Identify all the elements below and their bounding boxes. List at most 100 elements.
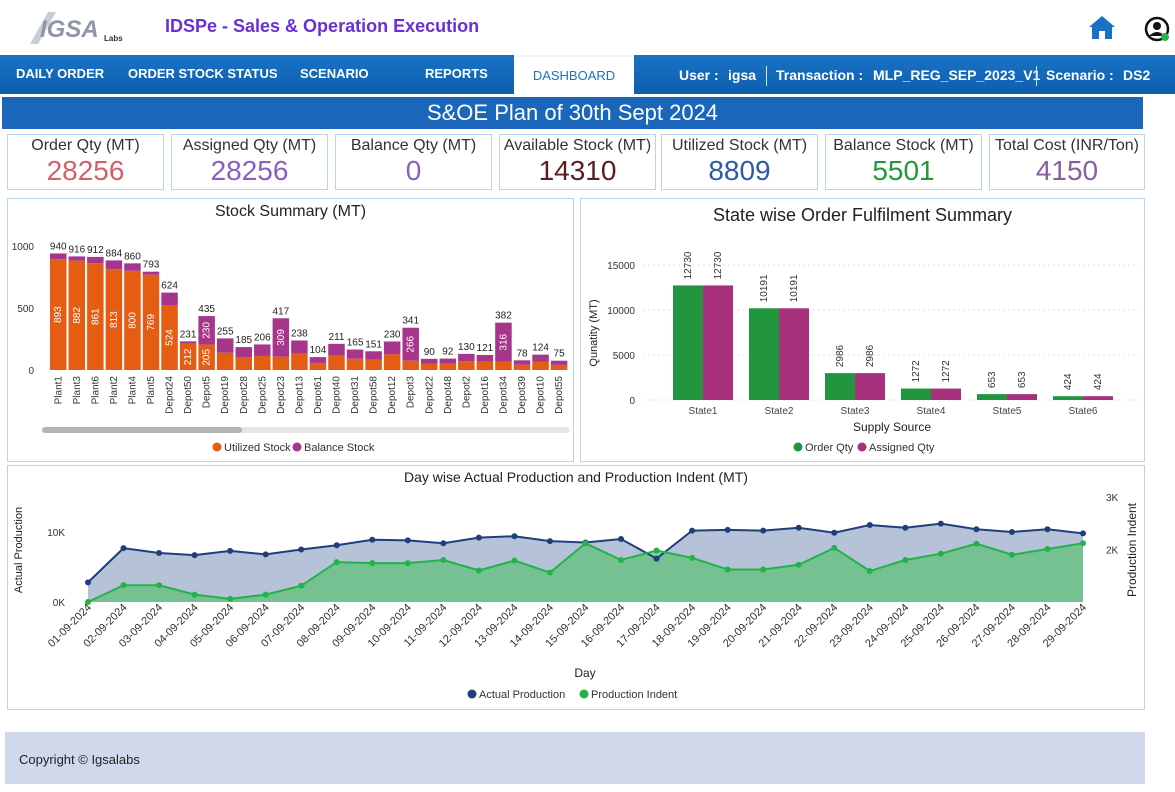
bar-total-label: 104: [310, 345, 327, 356]
actual-production-point: [191, 552, 198, 559]
actual-production-point: [1008, 529, 1015, 535]
bar-balance-plant5: [142, 271, 160, 275]
nav-daily-order[interactable]: DAILY ORDER: [16, 66, 105, 81]
bar-balance-depot39: [513, 360, 531, 365]
bar-value-label: 2986: [865, 344, 876, 367]
x-category-label: Depot23: [276, 376, 287, 414]
nav-order-stock-status[interactable]: ORDER STOCK STATUS: [128, 66, 278, 81]
bar-utilized-label: 882: [72, 307, 83, 324]
legend-order-label: Order Qty: [805, 442, 854, 454]
production-indent-point: [937, 550, 944, 557]
bar-value-label: 1272: [911, 360, 922, 383]
x-category-label: Depot50: [183, 376, 194, 414]
bar-total-label: 206: [254, 332, 271, 343]
kpi-value: 0: [405, 155, 422, 186]
y-tick-label: 10000: [607, 306, 635, 317]
page-footer: Copyright © Igsalabs: [5, 732, 1145, 784]
production-indent-point: [227, 595, 234, 602]
bar-utilized-label: 861: [90, 308, 101, 325]
bar-order-state5: [977, 394, 1007, 400]
actual-production-point: [404, 537, 411, 544]
bar-total-label: 624: [161, 281, 178, 292]
kpi-value: 8809: [708, 155, 771, 186]
bar-utilized-label: 769: [146, 314, 157, 331]
nav-divider: [766, 66, 767, 86]
production-indent-point: [511, 557, 518, 564]
bar-balance-depot40: [328, 343, 345, 356]
production-indent-point: [582, 540, 589, 547]
bar-total-label: 382: [495, 311, 512, 322]
bar-balance-depot2: [458, 353, 475, 362]
bar-value-label: 424: [1093, 373, 1104, 390]
bar-total-label: 884: [106, 248, 123, 259]
app-header: IGSA Labs IDSPe - Sales & Operation Exec…: [0, 0, 1175, 55]
bar-utilized-depot31: [346, 358, 364, 370]
bar-total-label: 860: [124, 251, 141, 262]
legend-marker-utilized: [212, 442, 222, 452]
bar-balance-plant2: [105, 260, 123, 270]
actual-production-point: [866, 522, 873, 528]
y2-tick-label: 2K: [1106, 546, 1119, 557]
production-title: Day wise Actual Production and Productio…: [404, 469, 748, 485]
kpi-value: 14310: [538, 155, 617, 186]
production-indent-point: [831, 544, 838, 551]
kpi-label: Balance Stock (MT): [833, 137, 974, 154]
x-axis-title: Supply Source: [853, 420, 931, 434]
actual-production-point: [831, 529, 838, 536]
production-indent-point: [689, 554, 696, 561]
bar-utilized-depot40: [328, 355, 345, 370]
kpi-label: Available Stock (MT): [503, 137, 652, 154]
x-category-label: Depot58: [369, 376, 380, 414]
state-fulfilment-panel: State wise Order Fulfilment Summary 0 500…: [580, 198, 1145, 462]
bar-balance-depot23: [272, 318, 290, 357]
bar-total-label: 341: [402, 316, 419, 327]
transaction-value: MLP_REG_SEP_2023_V1: [873, 67, 1041, 83]
production-indent-point: [156, 582, 163, 589]
production-indent-point: [795, 561, 802, 568]
bar-total-label: 151: [365, 339, 382, 350]
bar-utilized-depot5: [198, 344, 215, 370]
user-profile-icon[interactable]: [1143, 15, 1171, 43]
bar-balance-depot22: [421, 358, 438, 364]
x-category-label: Depot13: [294, 376, 305, 414]
nav-dashboard[interactable]: DASHBOARD: [514, 55, 634, 94]
kpi-balance-stock: Balance Stock (MT) 5501: [825, 134, 982, 190]
y2-tick-label: 3K: [1106, 493, 1119, 504]
igsa-labs-logo[interactable]: IGSA Labs: [26, 10, 128, 46]
actual-production-point: [369, 536, 376, 543]
horizontal-scrollbar-thumb[interactable]: [42, 427, 242, 433]
bar-value-label: 10191: [789, 274, 800, 302]
bar-utilized-label: 212: [183, 348, 194, 365]
x-category-label: Depot16: [480, 376, 491, 414]
nav-reports[interactable]: REPORTS: [425, 66, 488, 81]
logo-text: IGSA: [40, 16, 99, 43]
bar-balance-depot28: [235, 347, 252, 358]
nav-scenario[interactable]: SCENARIO: [300, 66, 369, 81]
bar-utilized-plant6: [87, 263, 104, 370]
actual-production-point: [689, 527, 696, 534]
bar-value-label: 10191: [759, 274, 770, 302]
x-category-label: Depot31: [350, 376, 361, 414]
production-indent-point: [440, 557, 447, 563]
kpi-label: Utilized Stock (MT): [671, 137, 808, 154]
transaction-label: Transaction :: [776, 67, 864, 83]
state-fulfilment-title: State wise Order Fulfilment Summary: [712, 205, 1013, 225]
home-icon[interactable]: [1088, 14, 1116, 40]
kpi-value: 28256: [210, 155, 289, 186]
bar-utilized-depot25: [254, 355, 271, 370]
x-category-label: Plant2: [109, 376, 120, 405]
bar-total-label: 165: [347, 338, 364, 349]
actual-production-point: [298, 546, 305, 553]
production-indent-point: [333, 559, 340, 566]
bar-assigned-state5: [1007, 394, 1037, 400]
production-indent-point: [1044, 545, 1051, 552]
actual-production-point: [120, 545, 127, 552]
bar-balance-label: 316: [498, 333, 509, 350]
stock-summary-panel: Stock Summary (MT) 0 500 1000 940 893 Plant1 9…: [7, 198, 574, 462]
bar-value-label: 653: [987, 371, 998, 388]
copyright-text: Copyright © Igsalabs: [19, 752, 140, 767]
bar-assigned-state1: [703, 285, 733, 400]
x-category-label: Depot25: [257, 376, 268, 414]
kpi-available-stock: Available Stock (MT) 14310: [499, 134, 656, 190]
bar-utilized-depot55: [550, 364, 568, 370]
